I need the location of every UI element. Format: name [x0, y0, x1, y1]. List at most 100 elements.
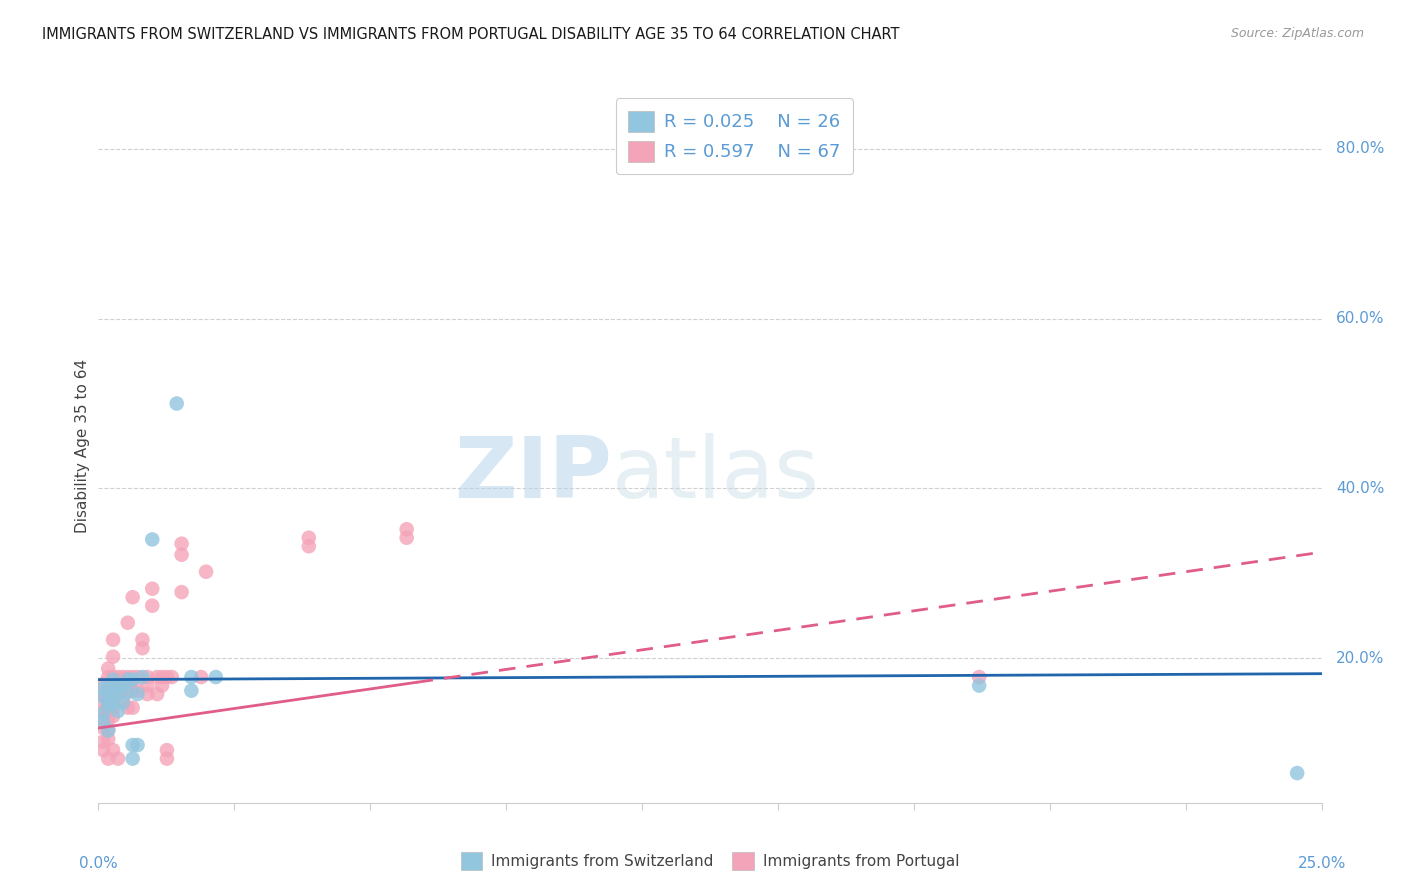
Point — [101, 696, 124, 710]
Text: Source: ZipAtlas.com: Source: ZipAtlas.com — [1230, 27, 1364, 40]
Point — [107, 704, 129, 718]
Point — [107, 751, 129, 765]
Point — [131, 641, 153, 656]
Point — [117, 615, 139, 630]
Point — [141, 582, 163, 596]
Point — [111, 692, 134, 706]
Point — [170, 537, 193, 551]
Point — [91, 743, 114, 757]
Point — [97, 732, 120, 747]
Point — [107, 683, 129, 698]
Point — [97, 670, 120, 684]
Point — [97, 723, 120, 737]
Point — [136, 687, 159, 701]
Point — [170, 548, 193, 562]
Point — [131, 670, 153, 684]
Point — [101, 649, 124, 664]
Point — [97, 694, 120, 708]
Point — [395, 522, 418, 536]
Point — [117, 700, 139, 714]
Point — [117, 673, 139, 687]
Point — [97, 713, 120, 727]
Point — [121, 591, 143, 605]
Point — [170, 585, 193, 599]
Text: 40.0%: 40.0% — [1336, 481, 1385, 496]
Point — [107, 687, 129, 701]
Point — [97, 681, 120, 695]
Point — [101, 670, 124, 684]
Point — [91, 721, 114, 735]
Point — [97, 689, 120, 703]
Point — [91, 687, 114, 701]
Text: 80.0%: 80.0% — [1336, 141, 1385, 156]
Point — [97, 683, 120, 698]
Point — [127, 687, 149, 701]
Point — [107, 680, 129, 694]
Point — [146, 687, 169, 701]
Point — [117, 683, 139, 698]
Point — [111, 680, 134, 694]
Point — [107, 679, 129, 693]
Point — [101, 700, 124, 714]
Point — [117, 670, 139, 684]
Point — [91, 734, 114, 748]
Point — [117, 685, 139, 699]
Point — [205, 670, 228, 684]
Point — [180, 670, 202, 684]
Point — [101, 632, 124, 647]
Point — [967, 670, 990, 684]
Text: ZIP: ZIP — [454, 433, 612, 516]
Point — [121, 670, 143, 684]
Point — [91, 690, 114, 704]
Point — [146, 670, 169, 684]
Point — [101, 743, 124, 757]
Point — [91, 681, 114, 695]
Point — [967, 679, 990, 693]
Text: 20.0%: 20.0% — [1336, 651, 1385, 666]
Point — [190, 670, 212, 684]
Point — [136, 679, 159, 693]
Point — [195, 565, 218, 579]
Point — [150, 679, 173, 693]
Point — [121, 738, 143, 752]
Point — [97, 751, 120, 765]
Point — [180, 683, 202, 698]
Point — [111, 696, 134, 710]
Point — [1286, 766, 1309, 780]
Text: 60.0%: 60.0% — [1336, 311, 1385, 326]
Point — [91, 704, 114, 718]
Point — [127, 738, 149, 752]
Point — [101, 680, 124, 694]
Point — [101, 685, 124, 699]
Point — [91, 696, 114, 710]
Point — [101, 673, 124, 687]
Point — [101, 689, 124, 703]
Point — [131, 632, 153, 647]
Point — [101, 709, 124, 723]
Legend: Immigrants from Switzerland, Immigrants from Portugal: Immigrants from Switzerland, Immigrants … — [453, 845, 967, 877]
Text: 0.0%: 0.0% — [79, 856, 118, 871]
Text: atlas: atlas — [612, 433, 820, 516]
Point — [97, 696, 120, 710]
Point — [298, 531, 321, 545]
Point — [91, 677, 114, 691]
Point — [156, 751, 179, 765]
Point — [111, 679, 134, 693]
Point — [298, 539, 321, 553]
Point — [160, 670, 183, 684]
Point — [121, 683, 143, 698]
Y-axis label: Disability Age 35 to 64: Disability Age 35 to 64 — [75, 359, 90, 533]
Point — [97, 662, 120, 676]
Point — [91, 706, 114, 721]
Point — [97, 704, 120, 718]
Point — [395, 531, 418, 545]
Point — [141, 533, 163, 547]
Point — [121, 673, 143, 687]
Point — [91, 713, 114, 727]
Point — [136, 670, 159, 684]
Point — [111, 670, 134, 684]
Text: 25.0%: 25.0% — [1298, 856, 1346, 871]
Point — [91, 715, 114, 730]
Point — [141, 599, 163, 613]
Point — [150, 670, 173, 684]
